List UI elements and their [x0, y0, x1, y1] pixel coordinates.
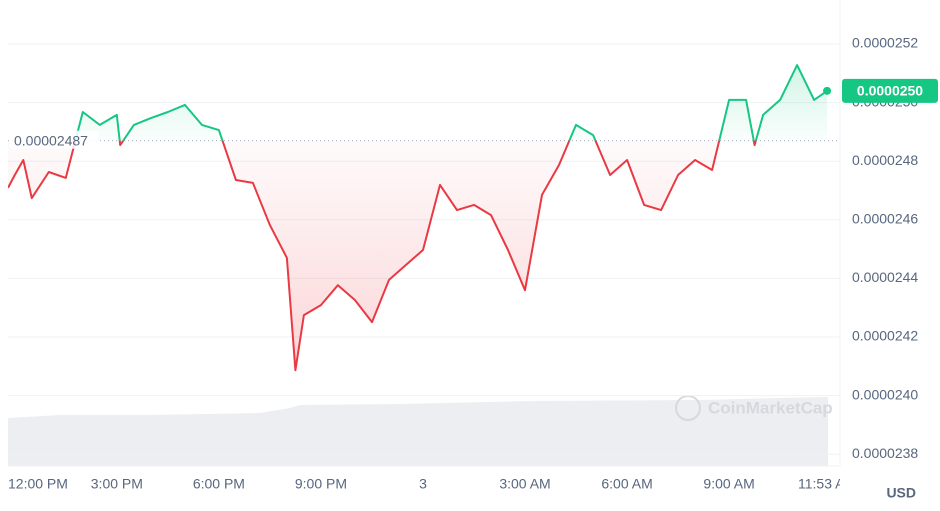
x-tick-label: 3:00 AM	[499, 476, 550, 492]
line-down	[8, 140, 757, 372]
y-tick-label: 0.0000244	[852, 269, 918, 285]
x-tick-label: 12:00 PM	[8, 476, 68, 492]
y-tick-label: 0.0000246	[852, 211, 918, 227]
current-price-label: 0.0000250	[857, 83, 923, 99]
currency-label: USD	[886, 485, 916, 501]
x-tick-label: 9:00 PM	[295, 476, 347, 492]
watermark-text: CoinMarketCap	[708, 398, 833, 417]
x-tick-label: 11:53 AM	[798, 476, 856, 492]
y-tick-label: 0.0000248	[852, 152, 918, 168]
x-tick-label: 3:00 PM	[91, 476, 143, 492]
x-tick-label: 6:00 PM	[193, 476, 245, 492]
y-tick-label: 0.0000242	[852, 328, 918, 344]
y-tick-label: 0.0000238	[852, 445, 918, 461]
line-up	[74, 64, 828, 141]
x-tick-label: 9:00 AM	[703, 476, 754, 492]
x-axis-labels: 12:00 PM 3:00 PM 6:00 PM 9:00 PM 3 3:00 AM 6:0…	[8, 476, 856, 492]
x-tick-label: 3	[419, 476, 427, 492]
baseline-label-bg	[10, 130, 98, 149]
x-tick-label: 6:00 AM	[601, 476, 652, 492]
volume-area	[8, 397, 828, 466]
area-down	[8, 140, 756, 371]
y-tick-label: 0.0000240	[852, 386, 918, 402]
baseline-label: 0.00002487	[14, 132, 88, 148]
plot	[8, 64, 828, 372]
y-tick-label: 0.0000252	[852, 35, 918, 51]
current-price-badge	[842, 78, 938, 103]
last-point	[823, 86, 832, 95]
